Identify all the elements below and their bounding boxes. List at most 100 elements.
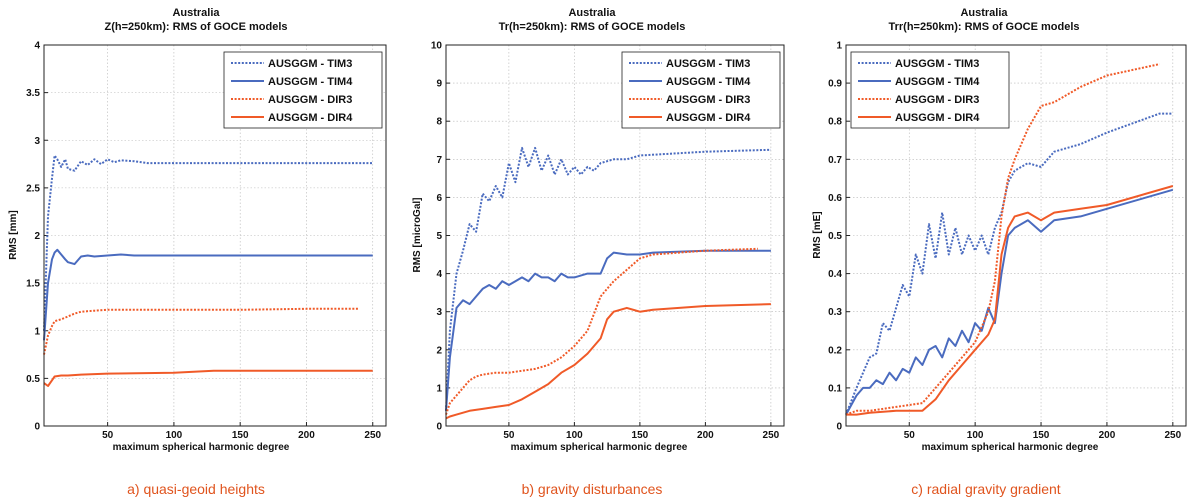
legend-box bbox=[621, 51, 781, 129]
x-tick-label: 50 bbox=[904, 430, 916, 441]
series-line bbox=[845, 63, 1160, 416]
y-axis-label: RMS [mm] bbox=[8, 210, 19, 259]
legend-label: AUSGGM - TIM3 bbox=[895, 58, 979, 70]
series-line bbox=[846, 185, 1174, 416]
y-tick-label: 0.9 bbox=[828, 79, 842, 90]
y-tick-label: 0.2 bbox=[828, 345, 842, 356]
legend-label: AUSGGM - DIR4 bbox=[268, 112, 353, 124]
x-tick-label: 100 bbox=[166, 430, 183, 441]
y-tick-label: 4 bbox=[436, 269, 442, 280]
series-lines bbox=[43, 154, 373, 387]
y-tick-label: 6 bbox=[436, 193, 442, 204]
legend-label: AUSGGM - DIR4 bbox=[895, 112, 980, 124]
y-tick-label: 0 bbox=[436, 422, 442, 433]
y-tick-label: 0 bbox=[34, 422, 40, 433]
y-tick-label: 0 bbox=[836, 422, 842, 433]
y-tick-label: 8 bbox=[436, 117, 442, 128]
chart-title: Australia bbox=[172, 7, 220, 19]
y-tick-label: 3 bbox=[436, 307, 442, 318]
y-tick-label: 0.1 bbox=[828, 383, 842, 394]
panel-caption: b) gravity disturbances bbox=[522, 481, 663, 497]
y-axis-label: RMS [microGal] bbox=[412, 197, 423, 272]
y-ticks: 0 1 2 3 4 5 6 7 8 9 10 bbox=[431, 41, 450, 433]
y-axis-label: RMS [mE] bbox=[812, 211, 823, 258]
series-line bbox=[43, 248, 373, 341]
chart-subtitle: Tr(h=250km): RMS of GOCE models bbox=[499, 21, 686, 33]
chart-title: Australia bbox=[960, 7, 1008, 19]
y-tick-label: 1.5 bbox=[26, 279, 40, 290]
series-lines bbox=[445, 146, 771, 420]
legend-box bbox=[223, 51, 383, 129]
series-line bbox=[43, 307, 360, 355]
x-tick-label: 250 bbox=[364, 430, 381, 441]
x-axis-label: maximum spherical harmonic degree bbox=[511, 442, 688, 453]
y-tick-label: 7 bbox=[436, 155, 442, 166]
x-tick-label: 50 bbox=[102, 430, 114, 441]
series-line bbox=[445, 146, 771, 411]
legend-label: AUSGGM - TIM4 bbox=[895, 76, 980, 88]
series-line bbox=[43, 369, 373, 387]
x-ticks: 50 100 150 200 250 bbox=[904, 422, 1182, 441]
y-tick-label: 0.5 bbox=[26, 374, 40, 385]
legend-label: AUSGGM - DIR3 bbox=[666, 94, 750, 106]
y-tick-label: 2 bbox=[34, 231, 40, 242]
x-tick-label: 250 bbox=[1164, 430, 1181, 441]
y-tick-label: 5 bbox=[436, 231, 442, 242]
legend-label: AUSGGM - TIM4 bbox=[666, 76, 751, 88]
y-tick-label: 0.6 bbox=[828, 193, 842, 204]
y-tick-label: 3.5 bbox=[26, 88, 40, 99]
panel-caption: a) quasi-geoid heights bbox=[127, 481, 265, 497]
x-tick-label: 150 bbox=[1033, 430, 1050, 441]
x-tick-label: 50 bbox=[503, 430, 515, 441]
y-tick-label: 10 bbox=[431, 41, 443, 52]
y-tick-label: 1 bbox=[34, 326, 40, 337]
y-tick-label: 0.5 bbox=[828, 231, 842, 242]
legend: AUSGGM - TIM3 AUSGGM - TIM4 AUSGGM - DIR… bbox=[223, 51, 383, 129]
chart-title: Australia bbox=[568, 7, 616, 19]
panel-b: Australia Tr(h=250km): RMS of GOCE model… bbox=[412, 7, 785, 497]
legend-label: AUSGGM - DIR3 bbox=[895, 94, 979, 106]
series-line bbox=[43, 154, 373, 331]
y-tick-label: 1 bbox=[836, 41, 842, 52]
legend-label: AUSGGM - DIR3 bbox=[268, 94, 352, 106]
chart-subtitle: Z(h=250km): RMS of GOCE models bbox=[104, 21, 287, 33]
plot-frame bbox=[445, 44, 785, 427]
legend-label: AUSGGM - TIM3 bbox=[666, 58, 750, 70]
x-tick-label: 150 bbox=[632, 430, 649, 441]
panel-a: Australia Z(h=250km): RMS of GOCE models… bbox=[8, 7, 387, 497]
legend-label: AUSGGM - DIR4 bbox=[666, 112, 751, 124]
x-tick-label: 100 bbox=[967, 430, 984, 441]
y-tick-label: 0.3 bbox=[828, 307, 842, 318]
series-line bbox=[445, 303, 771, 420]
series-line bbox=[845, 112, 1173, 415]
x-tick-label: 100 bbox=[566, 430, 583, 441]
series-line bbox=[845, 188, 1174, 416]
y-tick-label: 2 bbox=[436, 345, 442, 356]
x-ticks: 50 100 150 200 250 bbox=[503, 422, 780, 441]
plot-frame bbox=[845, 44, 1187, 427]
x-axis-label: maximum spherical harmonic degree bbox=[113, 442, 290, 453]
x-tick-label: 200 bbox=[298, 430, 315, 441]
series-lines bbox=[845, 63, 1174, 416]
x-ticks: 50 100 150 200 250 bbox=[102, 422, 382, 441]
legend-box bbox=[850, 51, 1010, 129]
chart-subtitle: Trr(h=250km): RMS of GOCE models bbox=[888, 21, 1079, 33]
y-tick-label: 0.4 bbox=[828, 269, 842, 280]
series-line bbox=[445, 247, 758, 415]
x-tick-label: 250 bbox=[763, 430, 780, 441]
y-tick-label: 0.8 bbox=[828, 117, 842, 128]
x-tick-label: 200 bbox=[697, 430, 714, 441]
legend: AUSGGM - TIM3 AUSGGM - TIM4 AUSGGM - DIR… bbox=[850, 51, 1010, 129]
panel-caption: c) radial gravity gradient bbox=[911, 481, 1061, 497]
x-axis-label: maximum spherical harmonic degree bbox=[922, 442, 1099, 453]
legend: AUSGGM - TIM3 AUSGGM - TIM4 AUSGGM - DIR… bbox=[621, 51, 781, 129]
legend-label: AUSGGM - TIM3 bbox=[268, 58, 352, 70]
y-tick-label: 3 bbox=[34, 136, 40, 147]
panel-c: Australia Trr(h=250km): RMS of GOCE mode… bbox=[812, 7, 1187, 497]
y-ticks: 0 0.5 1 1.5 2 2.5 3 3.5 4 bbox=[26, 41, 48, 433]
y-ticks: 0 0.1 0.2 0.3 0.4 0.5 0.6 0.7 0.8 0.9 1 bbox=[828, 41, 850, 433]
plot-frame bbox=[43, 44, 387, 427]
y-tick-label: 9 bbox=[436, 79, 442, 90]
y-tick-label: 1 bbox=[436, 383, 442, 394]
